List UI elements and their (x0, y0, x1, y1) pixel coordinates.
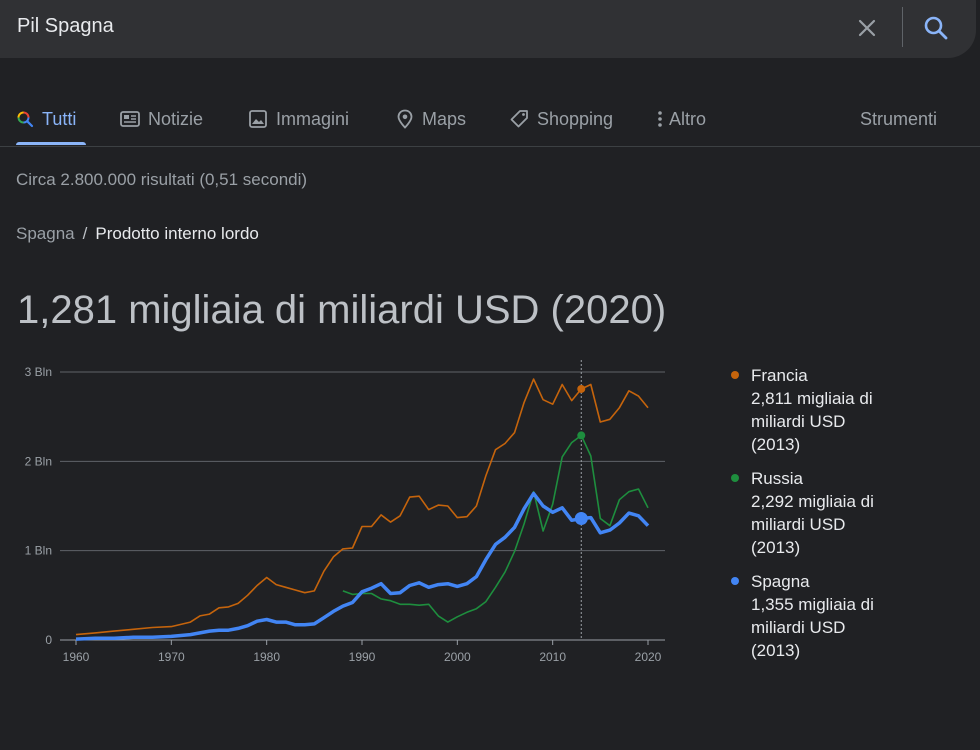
tab-maps[interactable]: Maps (396, 104, 466, 134)
breadcrumb-separator: / (82, 224, 88, 243)
tag-icon (510, 110, 528, 128)
tab-immagini[interactable]: Immagini (248, 104, 349, 134)
more-vert-icon (658, 111, 662, 127)
x-tick-label: 2020 (635, 650, 662, 664)
news-icon (120, 111, 140, 127)
x-tick-label: 1960 (63, 650, 90, 664)
google-search-icon (17, 111, 34, 128)
y-tick-label: 0 (45, 633, 52, 647)
tab-label: Tutti (42, 108, 77, 129)
series-line-spagna (75, 491, 650, 641)
tools-button[interactable]: Strumenti (860, 104, 937, 134)
search-icon (924, 16, 948, 40)
tab-label: Shopping (537, 108, 614, 129)
series-line-francia (75, 378, 649, 636)
search-button[interactable] (920, 12, 952, 44)
chart-legend: Francia 2,811 migliaia di miliardi USD (… (731, 365, 911, 674)
legend-year: (2013) (751, 641, 801, 660)
map-pin-icon (397, 109, 413, 129)
legend-item-russia[interactable]: Russia 2,292 migliaia di miliardi USD (2… (731, 468, 911, 559)
legend-value: 2,292 migliaia di miliardi USD (751, 492, 874, 534)
gdp-headline: 1,281 migliaia di miliardi USD (2020) (17, 288, 667, 332)
search-tabs: Tutti Notizie Immagini Maps Shopping (0, 96, 980, 147)
x-tick-label: 1980 (253, 650, 280, 664)
image-icon (249, 110, 267, 128)
breadcrumb: Spagna / Prodotto interno lordo (16, 224, 259, 244)
series-line-russia (342, 434, 649, 623)
tab-shopping[interactable]: Shopping (509, 104, 613, 134)
highlight-point-russia (577, 431, 586, 440)
highlight-point-francia (577, 384, 586, 393)
highlight-point-spagna (574, 512, 588, 526)
legend-name: Russia (751, 469, 803, 488)
legend-dot (731, 371, 739, 379)
legend-value: 1,355 migliaia di miliardi USD (751, 595, 874, 637)
legend-year: (2013) (751, 538, 801, 557)
legend-name: Spagna (751, 572, 810, 591)
active-tab-indicator (16, 142, 86, 145)
legend-name: Francia (751, 366, 808, 385)
legend-dot (731, 577, 739, 585)
close-icon (858, 19, 876, 37)
legend-value: 2,811 migliaia di miliardi USD (751, 389, 873, 431)
tools-label: Strumenti (860, 108, 938, 129)
legend-item-spagna[interactable]: Spagna 1,355 migliaia di miliardi USD (2… (731, 571, 911, 662)
y-tick-label: 2 Bln (25, 454, 52, 468)
tab-label: Immagini (276, 108, 350, 129)
gdp-line-chart[interactable]: 0 1 Bln 2 Bln 3 Bln 1960 1970 1980 1990 2000 2010… (0, 355, 700, 675)
x-tick-label: 1970 (158, 650, 185, 664)
search-divider (902, 7, 903, 47)
search-bar[interactable]: Pil Spagna (0, 0, 976, 58)
tab-label: Altro (669, 108, 707, 129)
breadcrumb-current: Prodotto interno lordo (95, 224, 259, 243)
x-tick-label: 1990 (349, 650, 376, 664)
y-tick-label: 3 Bln (25, 365, 52, 379)
x-tick-label: 2000 (444, 650, 471, 664)
tab-notizie[interactable]: Notizie (120, 104, 203, 134)
tab-label: Notizie (148, 108, 204, 129)
search-input[interactable]: Pil Spagna (17, 15, 114, 37)
legend-item-francia[interactable]: Francia 2,811 migliaia di miliardi USD (… (731, 365, 911, 456)
breadcrumb-parent[interactable]: Spagna (16, 224, 75, 243)
legend-year: (2013) (751, 435, 801, 454)
tab-altro[interactable]: Altro (657, 104, 706, 134)
clear-button[interactable] (852, 13, 882, 43)
tab-label: Maps (422, 108, 467, 129)
tab-tutti[interactable]: Tutti (16, 104, 76, 134)
x-tick-label: 2010 (539, 650, 566, 664)
legend-dot (731, 474, 739, 482)
result-stats: Circa 2.800.000 risultati (0,51 secondi) (16, 170, 308, 189)
y-tick-label: 1 Bln (25, 544, 52, 558)
